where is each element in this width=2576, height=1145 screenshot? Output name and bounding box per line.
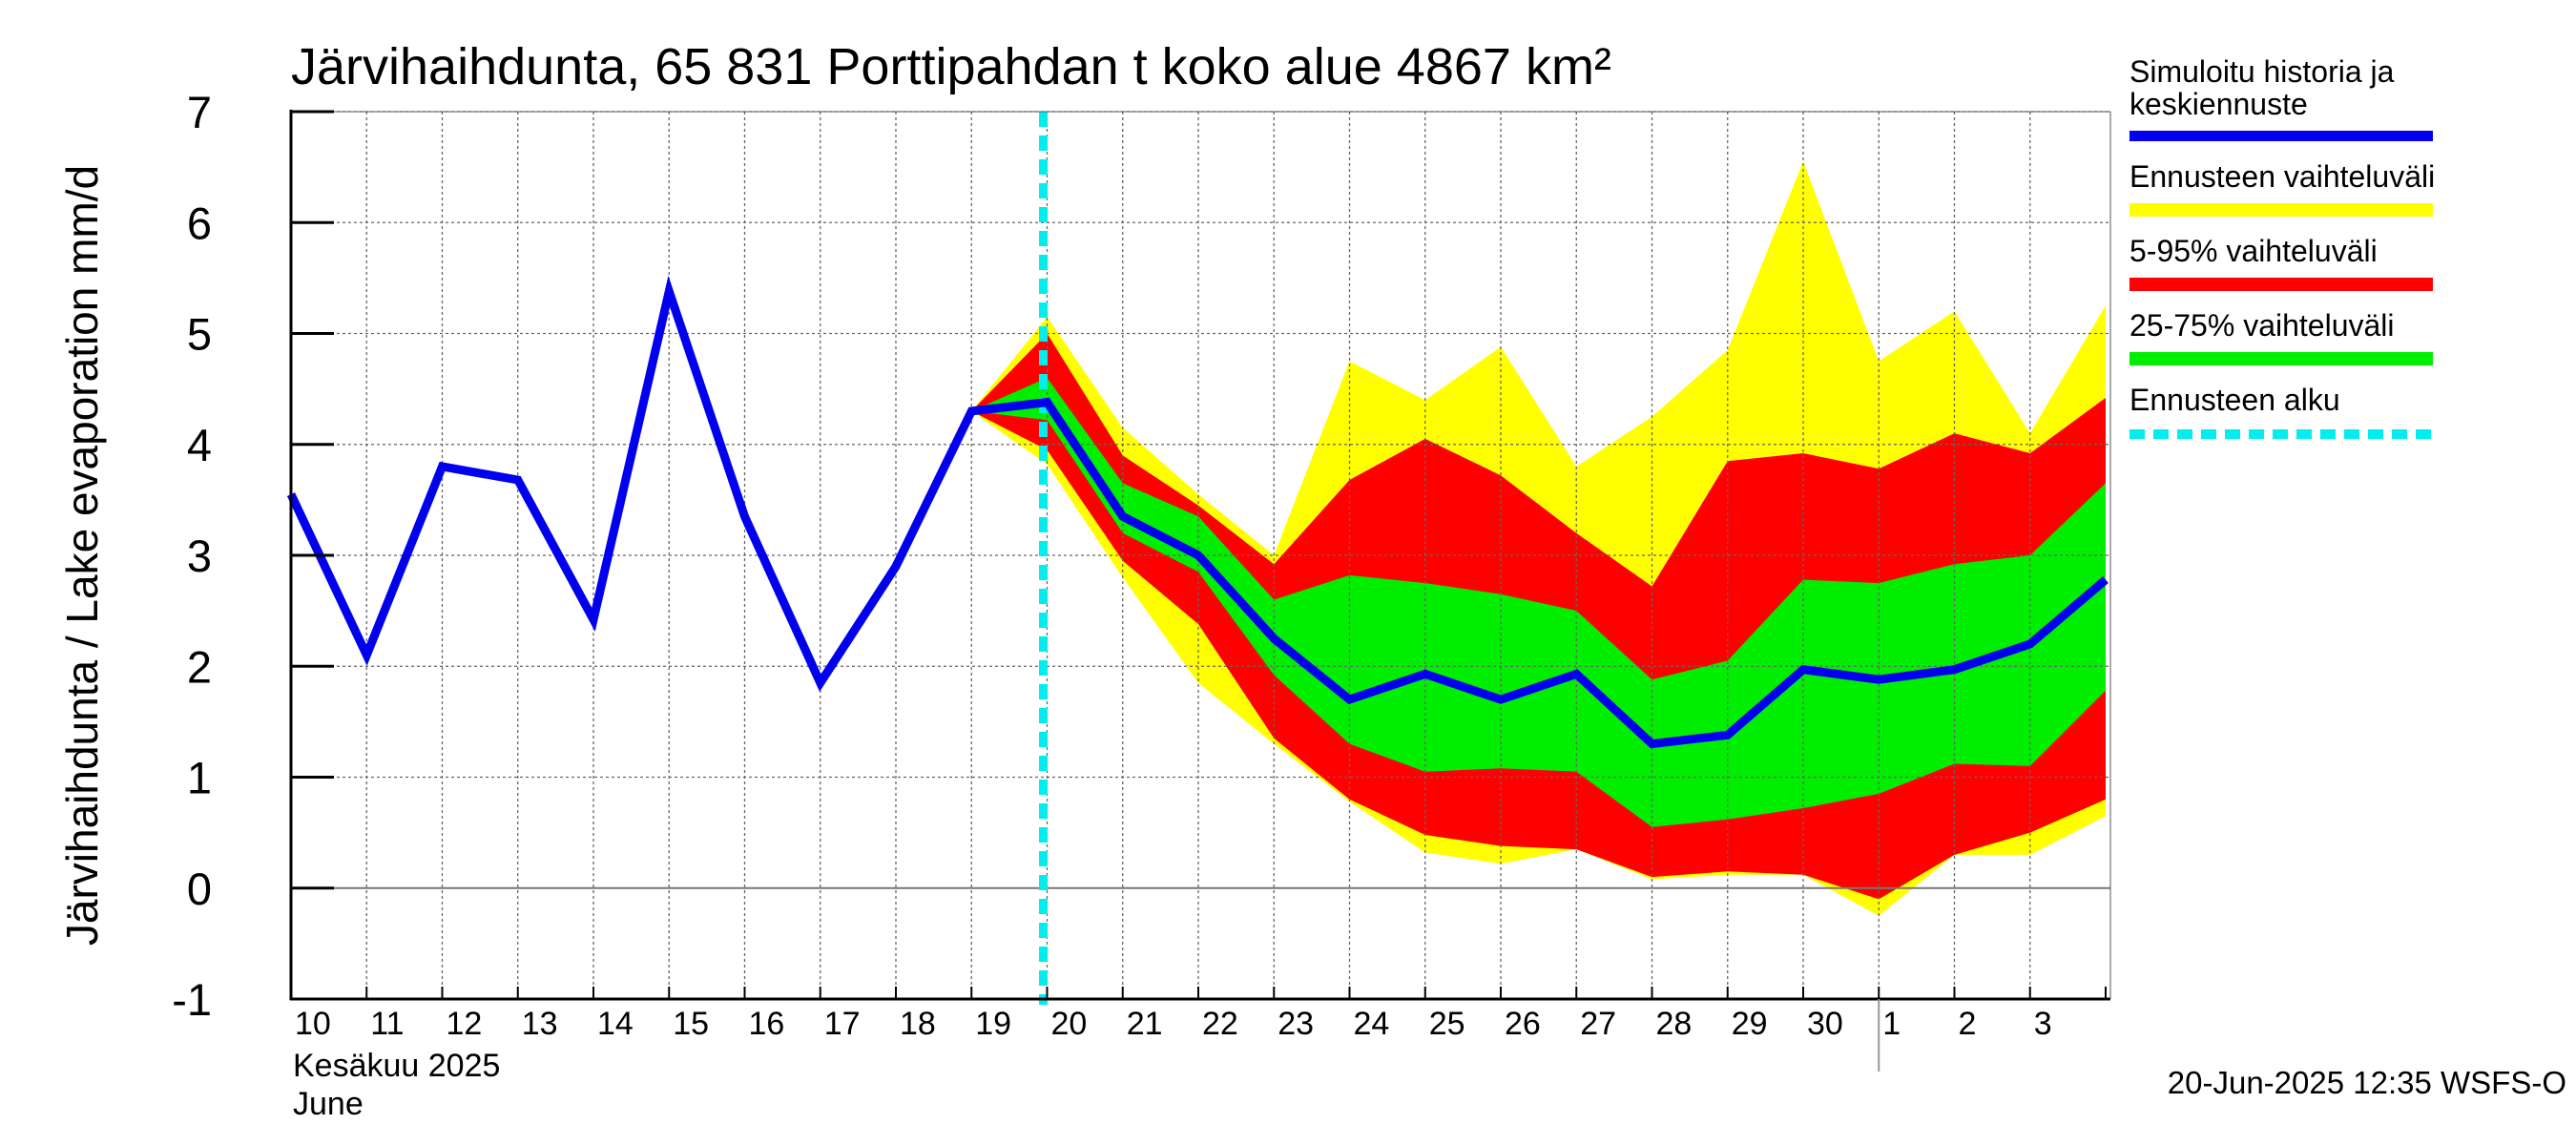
x-tick-label: 3 <box>2034 1006 2052 1042</box>
y-tick-label: -1 <box>172 974 212 1025</box>
x-tick-label: 24 <box>1354 1006 1390 1042</box>
y-tick-label: 1 <box>187 753 212 803</box>
y-tick-label: 2 <box>187 641 212 692</box>
legend-label-5-95: 5-95% vaihteluväli <box>2129 234 2378 268</box>
x-tick-label: 13 <box>522 1006 558 1042</box>
legend-swatch-25-75 <box>2129 352 2433 365</box>
x-tick-label: 20 <box>1051 1006 1088 1042</box>
legend-swatch-simulated <box>2129 131 2433 141</box>
x-tick-label: 26 <box>1505 1006 1541 1042</box>
y-tick-label: 4 <box>187 420 212 470</box>
band-25-75 <box>971 378 2106 827</box>
legend-label-simulated-line2: keskiennuste <box>2129 87 2308 121</box>
x-tick-label: 11 <box>370 1006 404 1042</box>
x-tick-label: 21 <box>1127 1006 1163 1042</box>
x-axis-month-en: June <box>293 1086 364 1122</box>
legend-label-range: Ennusteen vaihteluväli <box>2129 159 2435 194</box>
chart-title: Järvihaihdunta, 65 831 Porttipahdan t ko… <box>291 38 1611 95</box>
legend-label-simulated-line1: Simuloitu historia ja <box>2129 54 2395 89</box>
x-tick-label: 29 <box>1732 1006 1768 1042</box>
legend-label-forecast-start: Ennusteen alku <box>2129 383 2340 417</box>
band-layer <box>971 161 2106 916</box>
x-tick-label: 1 <box>1882 1006 1901 1042</box>
x-tick-label: 28 <box>1656 1006 1693 1042</box>
x-tick-label: 18 <box>900 1006 936 1042</box>
y-tick-label: 6 <box>187 198 212 248</box>
x-tick-label: 22 <box>1202 1006 1238 1042</box>
x-tick-label: 19 <box>975 1006 1011 1042</box>
timestamp: 20-Jun-2025 12:35 WSFS-O <box>2168 1065 2566 1100</box>
x-tick-label: 15 <box>673 1006 709 1042</box>
legend-swatch-range <box>2129 203 2433 217</box>
line-layer <box>286 112 2109 1005</box>
y-tick-label: 7 <box>187 87 212 137</box>
legend-label-25-75: 25-75% vaihteluväli <box>2129 308 2395 343</box>
median-line <box>286 275 2109 749</box>
x-tick-label: 2 <box>1959 1006 1977 1042</box>
y-tick-label: 5 <box>187 309 212 360</box>
y-tick-label: 3 <box>187 531 212 581</box>
x-tick-label: 16 <box>749 1006 785 1042</box>
y-tick-label: 0 <box>187 864 212 914</box>
x-tick-label: 14 <box>597 1006 634 1042</box>
x-tick-label: 17 <box>824 1006 861 1042</box>
x-tick-label: 23 <box>1278 1006 1314 1042</box>
x-tick-label: 25 <box>1429 1006 1465 1042</box>
legend-swatch-5-95 <box>2129 278 2433 291</box>
y-axis-label: Järvihaihdunta / Lake evaporation mm/d <box>57 165 107 946</box>
x-tick-label: 30 <box>1807 1006 1843 1042</box>
legend: Simuloitu historia ja keskiennuste Ennus… <box>2129 54 2435 439</box>
x-tick-label: 27 <box>1580 1006 1616 1042</box>
x-axis-month-fi: Kesäkuu 2025 <box>293 1048 500 1084</box>
x-tick-label: 12 <box>447 1006 483 1042</box>
x-tick-label: 10 <box>295 1006 331 1042</box>
